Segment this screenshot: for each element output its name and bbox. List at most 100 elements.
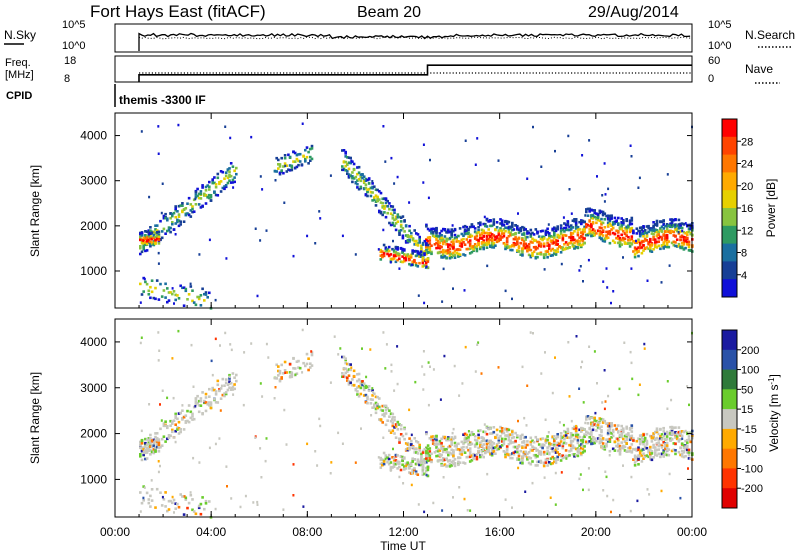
rti-cell [492, 234, 496, 237]
rti-cell [640, 228, 644, 232]
rti-cell [455, 248, 458, 251]
rti-cell [390, 370, 393, 373]
rti-cell [468, 460, 472, 463]
rti-cell [157, 233, 161, 237]
rti-cell [421, 470, 425, 473]
rti-cell [584, 214, 587, 217]
rti-cell [394, 215, 398, 219]
rti-cell [546, 435, 549, 438]
rti-cell [214, 442, 217, 446]
rti-cell [201, 287, 204, 291]
rti-cell [159, 427, 162, 431]
rti-cell [680, 241, 684, 245]
rti-cell [649, 243, 652, 247]
rti-cell [674, 432, 677, 436]
rti-cell [233, 169, 236, 173]
rti-cell [580, 439, 583, 442]
rti-cell [596, 422, 600, 425]
rti-cell [567, 341, 570, 344]
rti-cell [679, 230, 682, 233]
rti-cell [169, 424, 172, 427]
rti-cell [640, 241, 644, 244]
rti-cell [517, 245, 521, 248]
rti-cell [647, 455, 650, 459]
rti-cell [457, 460, 460, 464]
rti-cell [139, 282, 142, 286]
rti-cell [549, 239, 553, 243]
rti-cell [182, 428, 186, 431]
rti-cell [601, 418, 605, 421]
rti-cell [638, 234, 642, 238]
rti-cell [479, 237, 482, 240]
rti-cell [357, 385, 361, 388]
rti-cell [642, 448, 645, 451]
rti-cell [404, 432, 408, 436]
rti-cell [157, 242, 161, 245]
rti-cell [383, 412, 386, 416]
rti-cell [679, 496, 682, 500]
rti-cell [189, 416, 193, 420]
rti-cell [388, 202, 391, 205]
rti-cell [289, 374, 292, 378]
rti-cell [250, 342, 253, 345]
rti-cell [194, 512, 198, 516]
rti-cell [686, 444, 689, 448]
rti-cell [541, 446, 544, 450]
rti-cell [285, 443, 288, 446]
rti-cell [414, 262, 418, 265]
rti-cell [681, 229, 684, 233]
rti-cell [569, 228, 573, 231]
rti-cell [171, 292, 174, 296]
rti-cell [417, 294, 420, 297]
rti-cell [396, 382, 399, 386]
rti-cell [144, 437, 147, 441]
rti-cell [646, 488, 649, 491]
rti-cell [351, 176, 354, 180]
rti-cell [341, 149, 344, 152]
rti-cell [666, 173, 669, 176]
rti-cell [477, 241, 480, 245]
rti-cell [591, 217, 595, 220]
x-tick-label: 00:00 [677, 525, 707, 539]
rti-cell [548, 252, 551, 256]
rti-cell [387, 457, 391, 461]
rti-cell [679, 453, 682, 457]
rti-cell [472, 225, 475, 229]
rti-cell [403, 468, 406, 471]
rti-cell [664, 445, 667, 449]
rti-cell [356, 166, 359, 169]
rti-cell [482, 443, 485, 446]
rti-cell [687, 438, 691, 441]
rti-cell [601, 239, 605, 243]
rti-cell [440, 444, 443, 448]
rti-cell [414, 470, 418, 473]
rti-cell [403, 220, 406, 223]
rti-cell [645, 454, 649, 457]
rti-cell [672, 230, 676, 234]
rti-cell [387, 245, 391, 249]
rti-cell [475, 234, 479, 238]
rti-cell [462, 253, 465, 256]
rti-cell [142, 242, 145, 245]
rti-cell [349, 161, 352, 165]
rti-cell [598, 236, 602, 240]
rti-cell [576, 439, 580, 442]
rti-cell [502, 440, 506, 443]
rti-cell [463, 289, 466, 292]
rti-cell [603, 419, 607, 423]
rti-cell [344, 375, 347, 379]
rti-cell [542, 256, 546, 260]
rti-cell [516, 434, 519, 437]
rti-cell [425, 252, 428, 256]
colorbar-label: 15 [741, 404, 753, 416]
rti-cell [495, 448, 499, 452]
rti-cell [622, 429, 625, 432]
rti-cell [554, 227, 558, 230]
rti-cell [560, 471, 563, 474]
rti-cell [450, 233, 453, 237]
rti-cell [216, 383, 220, 387]
rti-cell [448, 236, 452, 240]
rti-cell [394, 436, 398, 439]
rti-cell [586, 422, 590, 425]
rti-cell [573, 246, 576, 250]
